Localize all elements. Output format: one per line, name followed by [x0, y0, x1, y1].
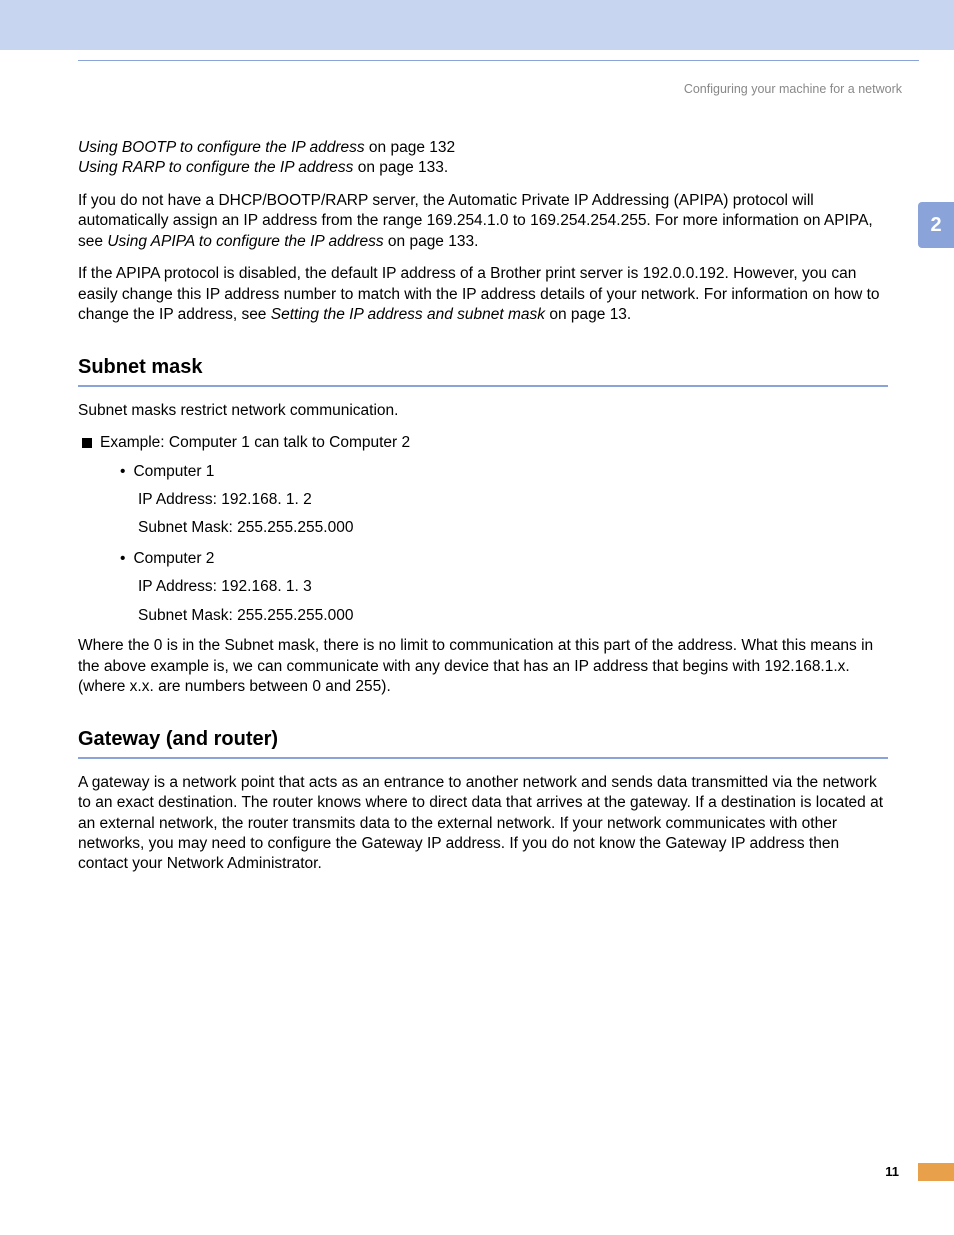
ref-lines: Using BOOTP to configure the IP address … [78, 138, 888, 179]
page-header: Configuring your machine for a network [684, 82, 902, 96]
ref-bootp: Using BOOTP to configure the IP address [78, 139, 365, 156]
subnet-p1: Subnet masks restrict network communicat… [78, 401, 888, 421]
ref-rarp-page: on page 133. [353, 159, 448, 176]
intro-p1b: Using APIPA to configure the IP address [107, 233, 383, 250]
gateway-rule [78, 757, 888, 759]
c2-block: IP Address: 192.168. 1. 3 Subnet Mask: 2… [138, 577, 888, 626]
subnet-p2: Where the 0 is in the Subnet mask, there… [78, 636, 888, 697]
gateway-p1: A gateway is a network point that acts a… [78, 773, 888, 875]
c1-mask: Subnet Mask: 255.255.255.000 [138, 518, 888, 538]
c1-block: IP Address: 192.168. 1. 2 Subnet Mask: 2… [138, 490, 888, 539]
subnet-rule [78, 385, 888, 387]
example-row: Example: Computer 1 can talk to Computer… [78, 433, 888, 453]
ref-rarp: Using RARP to configure the IP address [78, 159, 353, 176]
dot-bullet-icon: • [120, 549, 125, 569]
c2-ip: IP Address: 192.168. 1. 3 [138, 577, 888, 597]
page-accent [918, 1163, 954, 1181]
intro-p2b: Setting the IP address and subnet mask [271, 306, 545, 323]
page-content: Using BOOTP to configure the IP address … [78, 138, 888, 887]
subnet-heading: Subnet mask [78, 356, 888, 379]
intro-p2c: on page 13. [545, 306, 631, 323]
c2-row: • Computer 2 [120, 549, 888, 569]
example-lead: Example: Computer 1 can talk to Computer… [100, 433, 410, 453]
gateway-heading: Gateway (and router) [78, 728, 888, 751]
intro-p1: If you do not have a DHCP/BOOTP/RARP ser… [78, 191, 888, 252]
top-rule [78, 60, 919, 61]
intro-p1c: on page 133. [384, 233, 479, 250]
c1-label: Computer 1 [133, 462, 214, 482]
c2-label: Computer 2 [133, 549, 214, 569]
c1-row: • Computer 1 [120, 462, 888, 482]
chapter-tab: 2 [918, 202, 954, 248]
intro-p2: If the APIPA protocol is disabled, the d… [78, 264, 888, 325]
ref-bootp-page: on page 132 [365, 139, 456, 156]
c1-ip: IP Address: 192.168. 1. 2 [138, 490, 888, 510]
c2-mask: Subnet Mask: 255.255.255.000 [138, 606, 888, 626]
top-bar [0, 0, 954, 50]
dot-bullet-icon: • [120, 462, 125, 482]
square-bullet-icon [82, 438, 92, 448]
page-number: 11 [885, 1164, 899, 1179]
